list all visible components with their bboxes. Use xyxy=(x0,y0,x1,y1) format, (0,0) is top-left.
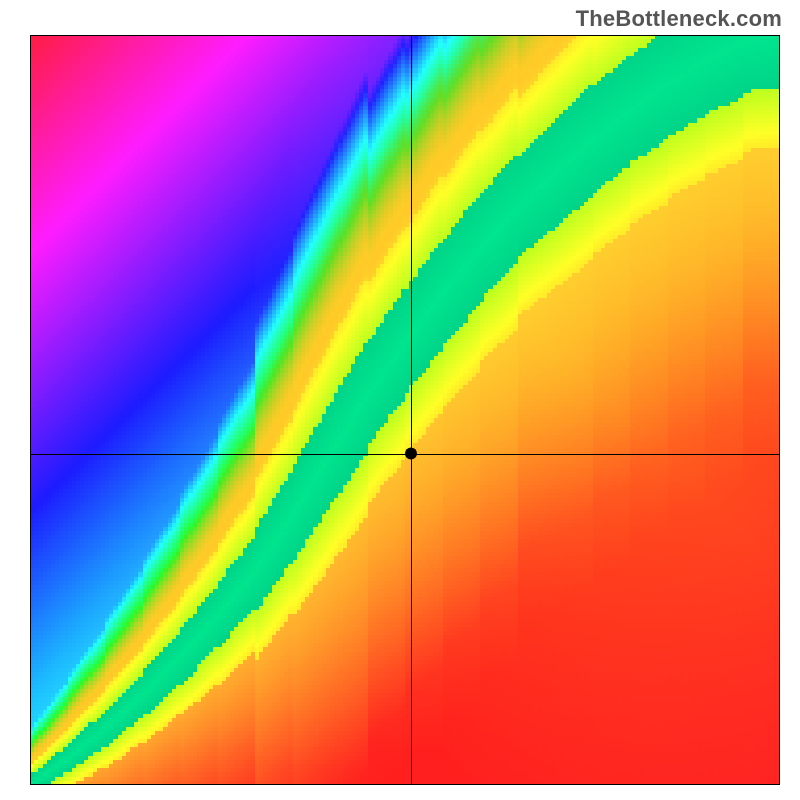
chart-container: TheBottleneck.com xyxy=(0,0,800,800)
watermark-text: TheBottleneck.com xyxy=(576,6,782,32)
heatmap-canvas xyxy=(0,0,800,800)
